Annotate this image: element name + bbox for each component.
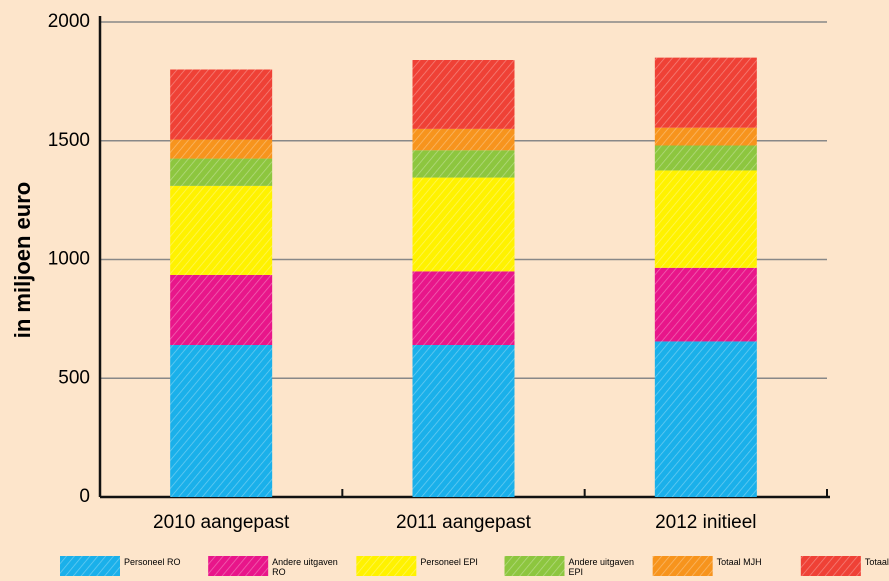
bar-hatch bbox=[412, 128, 515, 151]
x-tick-label: 2012 initieel bbox=[655, 512, 756, 533]
bar-hatch bbox=[412, 60, 515, 129]
y-tick-label: 2000 bbox=[48, 11, 90, 32]
x-tick-label: 2011 aangepast bbox=[396, 512, 532, 533]
bar-hatch bbox=[654, 127, 757, 146]
legend-label: Andere uitgaven RO bbox=[272, 557, 338, 577]
bar-hatch bbox=[170, 274, 273, 345]
y-tick-label: 0 bbox=[79, 486, 90, 507]
y-tick-label: 500 bbox=[58, 367, 90, 388]
bar-hatch bbox=[170, 345, 273, 497]
bar-hatch bbox=[654, 57, 757, 128]
legend-label: Personeel RO bbox=[124, 557, 181, 567]
legend-hatch bbox=[652, 556, 713, 576]
y-axis-label: in miljoen euro bbox=[10, 182, 35, 338]
y-tick-label: 1500 bbox=[48, 130, 90, 151]
legend-hatch bbox=[208, 556, 269, 576]
bar-hatch bbox=[170, 139, 273, 159]
legend-hatch bbox=[504, 556, 565, 576]
bar-hatch bbox=[412, 345, 515, 497]
legend-label: Totaal andere bbox=[864, 557, 889, 567]
legend-label: Andere uitgaven EPI bbox=[568, 557, 635, 577]
legend-hatch bbox=[356, 556, 417, 576]
bar-hatch bbox=[170, 185, 273, 275]
bar-hatch bbox=[654, 170, 757, 268]
bar-hatch bbox=[412, 271, 515, 345]
legend-label: Personeel EPI bbox=[420, 557, 478, 567]
x-tick-label: 2010 aangepast bbox=[153, 512, 290, 533]
bar-hatch bbox=[654, 145, 757, 171]
legend-hatch bbox=[800, 556, 861, 576]
bar-hatch bbox=[654, 267, 757, 342]
bar-hatch bbox=[170, 69, 273, 140]
legend-label: Totaal MJH bbox=[716, 557, 762, 567]
bar-hatch bbox=[412, 177, 515, 272]
bar-hatch bbox=[412, 150, 515, 178]
bar-hatch bbox=[170, 158, 273, 186]
y-tick-label: 1000 bbox=[48, 249, 90, 270]
legend-hatch bbox=[60, 556, 120, 576]
bar-hatch bbox=[654, 341, 757, 497]
